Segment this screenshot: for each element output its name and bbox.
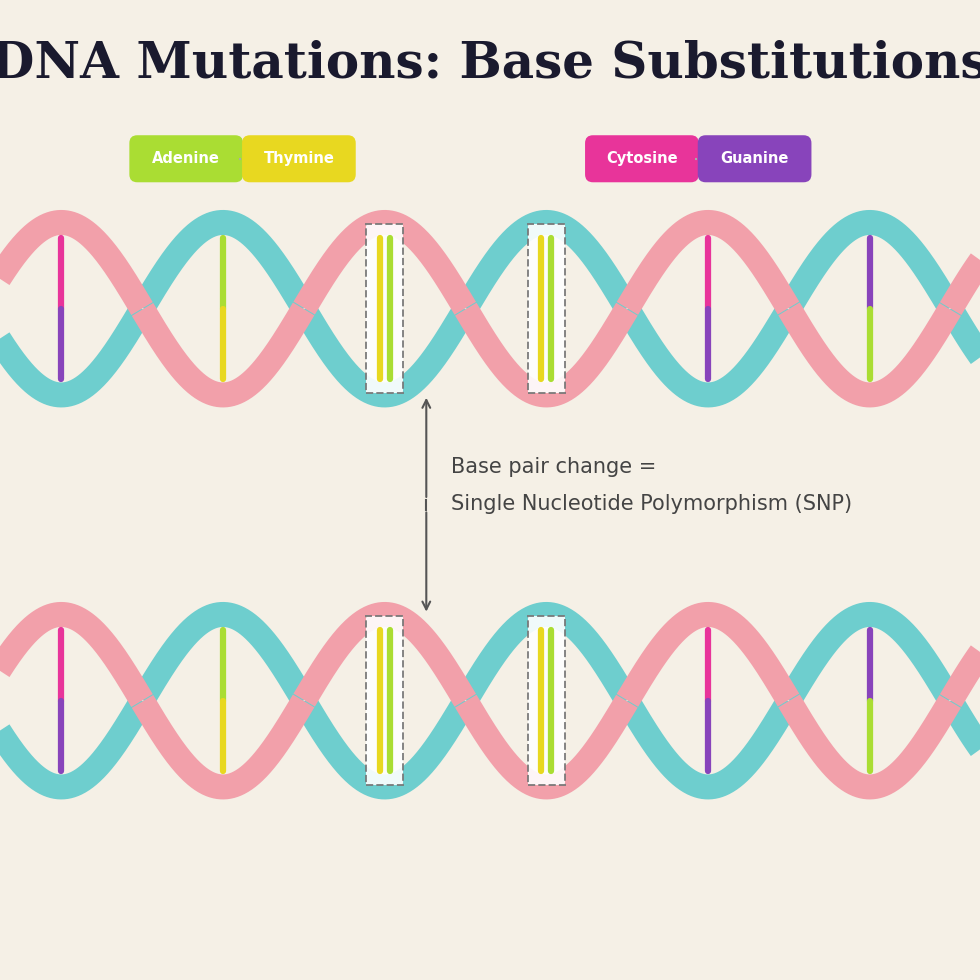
- Text: Single Nucleotide Polymorphism (SNP): Single Nucleotide Polymorphism (SNP): [451, 494, 852, 514]
- Text: Base pair change =: Base pair change =: [451, 458, 657, 477]
- FancyBboxPatch shape: [585, 135, 699, 182]
- FancyBboxPatch shape: [129, 135, 243, 182]
- Bar: [527, 224, 564, 393]
- Text: Cytosine: Cytosine: [606, 151, 678, 167]
- Bar: [367, 224, 403, 393]
- Bar: [527, 616, 564, 785]
- Bar: [367, 616, 403, 785]
- Text: DNA Mutations: Base Substitutions: DNA Mutations: Base Substitutions: [0, 39, 980, 88]
- FancyBboxPatch shape: [242, 135, 356, 182]
- FancyBboxPatch shape: [698, 135, 811, 182]
- Text: Thymine: Thymine: [264, 151, 334, 167]
- Text: Guanine: Guanine: [720, 151, 789, 167]
- Text: Adenine: Adenine: [152, 151, 220, 167]
